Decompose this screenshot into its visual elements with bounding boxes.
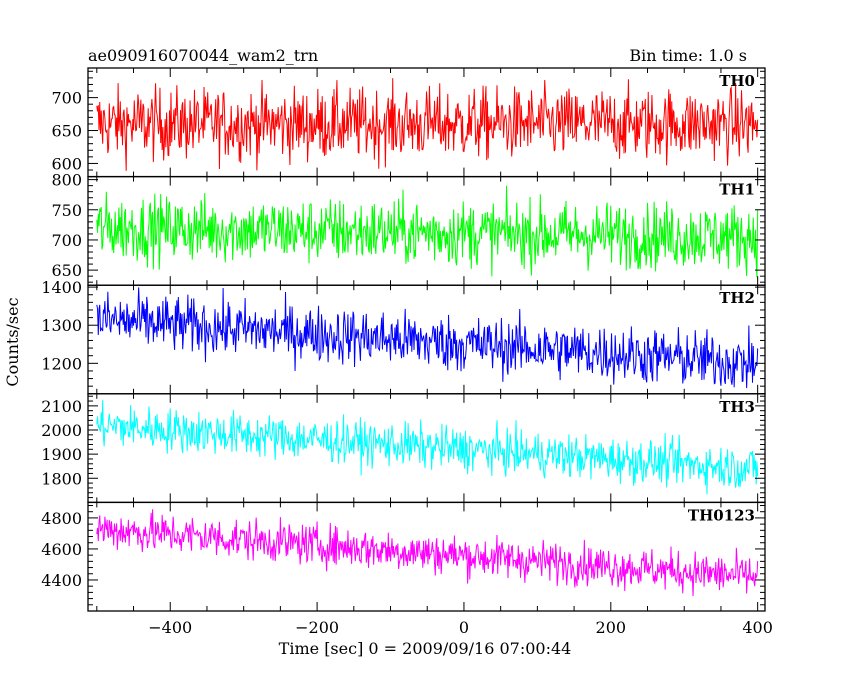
chart-title-right: Bin time: 1.0 s xyxy=(629,46,747,65)
y-tick-label: 1900 xyxy=(41,445,82,464)
y-tick-label: 700 xyxy=(51,89,82,108)
x-tick-labels: −400 −200 0 200 400 xyxy=(148,618,773,637)
series-line-th0 xyxy=(96,78,759,171)
series-line-th1 xyxy=(96,185,759,278)
y-tick-label: 1800 xyxy=(41,469,82,488)
y-tick-label: 1300 xyxy=(41,316,82,335)
x-tick-label: −400 xyxy=(148,618,192,637)
y-axis-label: Counts/sec xyxy=(3,297,22,386)
panel-th0123: TH0123 4400 4600 4800 xyxy=(41,501,766,612)
panel-label: TH3 xyxy=(719,398,755,416)
panel-frame xyxy=(87,501,766,612)
panel-label: TH1 xyxy=(719,181,755,199)
panel-th3: TH3 1800 1900 2000 2100 xyxy=(41,393,766,504)
chart-title-left: ae090916070044_wam2_trn xyxy=(88,46,318,65)
y-tick-label: 650 xyxy=(51,122,82,141)
panel-label: TH0 xyxy=(719,72,755,90)
panel-th1: TH1 650 700 750 800 xyxy=(51,171,766,286)
panel-label: TH2 xyxy=(719,289,755,307)
x-tick-label: 200 xyxy=(596,618,627,637)
series-line-th0123 xyxy=(96,509,759,597)
y-tick-label: 4400 xyxy=(41,571,82,590)
series-line-th2 xyxy=(96,287,759,389)
x-tick-label: −200 xyxy=(295,618,339,637)
y-tick-label: 650 xyxy=(51,261,82,280)
y-tick-label: 2000 xyxy=(41,421,82,440)
y-tick-label: 600 xyxy=(51,154,82,173)
y-tick-label: 1400 xyxy=(41,278,82,297)
y-tick-label: 4800 xyxy=(41,509,82,528)
y-tick-label: 1200 xyxy=(41,354,82,373)
panel-th2: TH2 1200 1300 1400 xyxy=(41,278,766,395)
y-tick-label: 800 xyxy=(51,171,82,190)
x-tick-label: 0 xyxy=(459,618,469,637)
series-line-th3 xyxy=(96,400,759,495)
y-tick-label: 4600 xyxy=(41,540,82,559)
x-axis-label: Time [sec] 0 = 2009/09/16 07:00:44 xyxy=(279,639,572,658)
y-tick-label: 700 xyxy=(51,231,82,250)
x-tick-label: 400 xyxy=(742,618,773,637)
y-tick-label: 2100 xyxy=(41,397,82,416)
panel-label: TH0123 xyxy=(688,506,755,524)
y-tick-label: 750 xyxy=(51,201,82,220)
panel-th0: TH0 600 650 700 xyxy=(51,67,766,178)
panels-group: TH0 600 650 700 TH1 650 700 750 800 TH2 1200 1300 14… xyxy=(41,67,766,612)
